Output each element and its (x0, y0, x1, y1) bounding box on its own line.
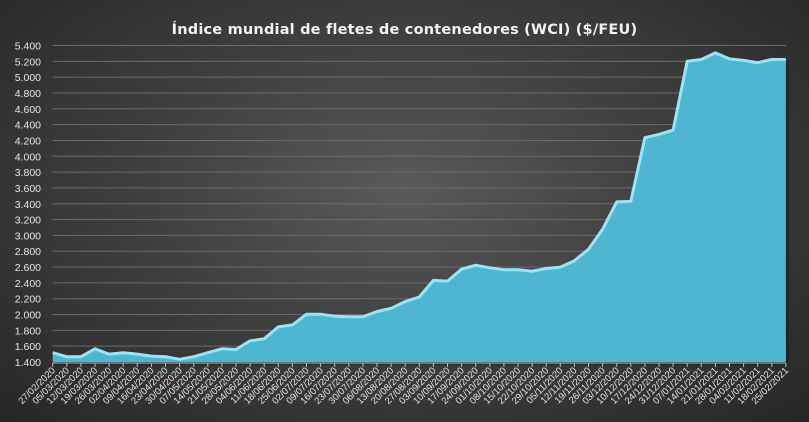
y-tick-label: 1.800 (15, 325, 41, 337)
y-tick-label: 3.000 (15, 230, 41, 242)
y-tick-label: 4.800 (15, 88, 41, 100)
chart-title: Índice mundial de fletes de contenedores… (171, 22, 638, 38)
y-tick-label: 3.800 (15, 167, 41, 179)
y-tick-label: 3.400 (15, 199, 41, 211)
y-tick-label: 1.400 (15, 357, 41, 369)
y-tick-label: 2.400 (15, 278, 41, 290)
y-tick-label: 5.200 (15, 56, 41, 68)
y-tick-label: 2.600 (15, 262, 41, 274)
y-tick-label: 2.800 (15, 246, 41, 258)
y-tick-label: 4.600 (15, 104, 41, 116)
y-tick-label: 5.000 (15, 72, 41, 84)
y-tick-label: 1.600 (15, 341, 41, 353)
area-series (52, 52, 786, 363)
y-tick-label: 4.000 (15, 151, 41, 163)
y-tick-label: 3.200 (15, 215, 41, 227)
y-tick-label: 5.400 (15, 41, 41, 53)
y-tick-label: 2.000 (15, 310, 41, 322)
y-tick-label: 4.200 (15, 135, 41, 147)
y-tick-label: 2.200 (15, 294, 41, 306)
y-tick-label: 3.600 (15, 183, 41, 195)
y-tick-label: 4.400 (15, 120, 41, 132)
area-top-edge (52, 51, 786, 361)
